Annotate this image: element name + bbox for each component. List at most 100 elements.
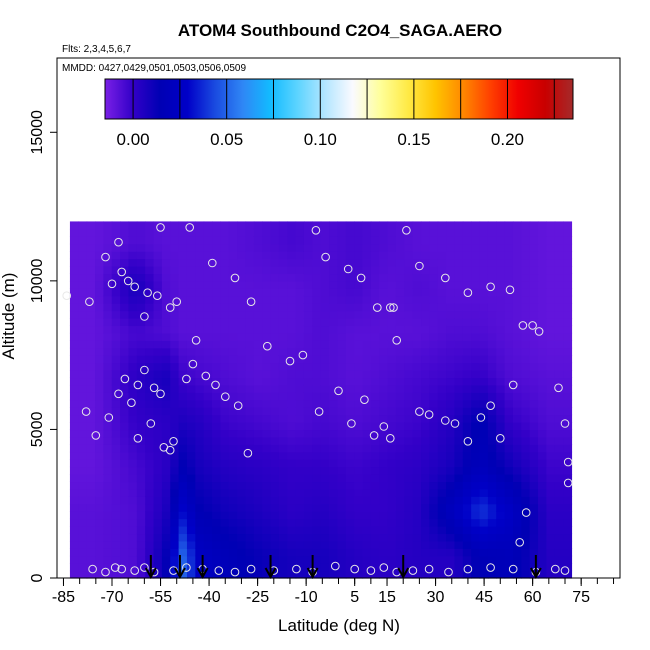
heatmap-cell [421, 570, 430, 579]
heatmap-cell [320, 503, 330, 512]
heatmap-cell [312, 399, 322, 408]
heatmap-cell [78, 221, 88, 230]
heatmap-cell [412, 481, 422, 490]
heatmap-cell [278, 340, 288, 349]
heatmap-cell [128, 288, 138, 297]
heatmap-cell [253, 570, 263, 579]
heatmap-cell [69, 355, 79, 364]
heatmap-cell [245, 303, 255, 312]
heatmap-cell [245, 325, 255, 334]
heatmap-cell [220, 555, 230, 564]
heatmap-cell [287, 563, 297, 572]
heatmap-cell [446, 503, 456, 512]
heatmap-cell [454, 570, 464, 579]
heatmap-cell [538, 422, 547, 431]
heatmap-cell [345, 325, 355, 334]
heatmap-cell [145, 310, 155, 319]
heatmap-cell [379, 295, 389, 304]
heatmap-cell [111, 503, 121, 512]
heatmap-cell [379, 347, 389, 356]
heatmap-cell [554, 429, 564, 438]
heatmap-cell [145, 221, 155, 230]
heatmap-cell [471, 533, 481, 542]
heatmap-cell [128, 362, 138, 371]
heatmap-cell [212, 459, 221, 468]
heatmap-cell [404, 496, 414, 505]
x-axis-tick-label: -40 [198, 589, 221, 606]
heatmap-cell [462, 570, 472, 579]
sample-point [379, 422, 389, 431]
heatmap-cell [538, 332, 547, 341]
heatmap-cell [253, 221, 263, 230]
heatmap-cell [203, 526, 213, 535]
heatmap-cell [278, 332, 288, 341]
heatmap-cell [95, 570, 104, 579]
heatmap-cell [320, 266, 330, 275]
heatmap-cell [329, 540, 339, 549]
heatmap-cell [479, 444, 489, 453]
sample-point [515, 538, 525, 547]
sample-point [85, 297, 94, 307]
heatmap-cell [228, 481, 238, 490]
heatmap-cell [220, 518, 230, 527]
heatmap-cell [195, 436, 205, 445]
heatmap-cell [95, 221, 104, 230]
heatmap-cell [287, 355, 297, 364]
heatmap-cell [262, 392, 272, 401]
heatmap-cell [69, 318, 79, 327]
heatmap-cell [153, 221, 163, 230]
heatmap-cell [554, 332, 564, 341]
y-axis-label: Altitude (m) [0, 273, 18, 360]
heatmap-cell [337, 548, 347, 557]
heatmap-cell [95, 236, 104, 245]
heatmap-cell [345, 273, 355, 282]
heatmap-cell [295, 570, 305, 579]
heatmap-cell [504, 444, 514, 453]
heatmap-cell [278, 221, 288, 230]
heatmap-cell [487, 332, 497, 341]
heatmap-cell [262, 273, 272, 282]
heatmap-cell [563, 228, 573, 237]
heatmap-cell [521, 288, 531, 297]
heatmap-cell [270, 392, 280, 401]
heatmap-cell [429, 496, 439, 505]
heatmap-cell [237, 563, 247, 572]
heatmap-cell [153, 370, 163, 379]
heatmap-cell [262, 429, 272, 438]
heatmap-cell [395, 474, 405, 483]
heatmap-cell [69, 243, 79, 252]
heatmap-cell [546, 481, 556, 490]
heatmap-cell [538, 236, 547, 245]
heatmap-cell [479, 318, 489, 327]
heatmap-cell [178, 422, 188, 431]
heatmap-cell [437, 243, 447, 252]
heatmap-cell [345, 236, 355, 245]
heatmap-cell [186, 243, 196, 252]
heatmap-cell [245, 526, 255, 535]
heatmap-cell [387, 563, 397, 572]
heatmap-cell [412, 355, 422, 364]
heatmap-cell [95, 488, 104, 497]
heatmap-cell [170, 392, 180, 401]
heatmap-cell [437, 488, 447, 497]
heatmap-cell [186, 288, 196, 297]
heatmap-cell [329, 422, 339, 431]
heatmap-cell [379, 488, 389, 497]
heatmap-cell [412, 451, 422, 460]
heatmap-cell [295, 266, 305, 275]
heatmap-cell [563, 362, 573, 371]
heatmap-cell [145, 429, 155, 438]
heatmap-cell [487, 503, 497, 512]
heatmap-cell [538, 392, 547, 401]
heatmap-cell [337, 511, 347, 520]
heatmap-cell [178, 355, 188, 364]
heatmap-cell [136, 451, 146, 460]
heatmap-cell [69, 488, 79, 497]
heatmap-cell [312, 228, 322, 237]
heatmap-cell [379, 540, 389, 549]
heatmap-cell [446, 236, 456, 245]
heatmap-cell [404, 526, 414, 535]
heatmap-cell [262, 518, 272, 527]
heatmap-cell [362, 459, 372, 468]
heatmap-cell [496, 236, 506, 245]
